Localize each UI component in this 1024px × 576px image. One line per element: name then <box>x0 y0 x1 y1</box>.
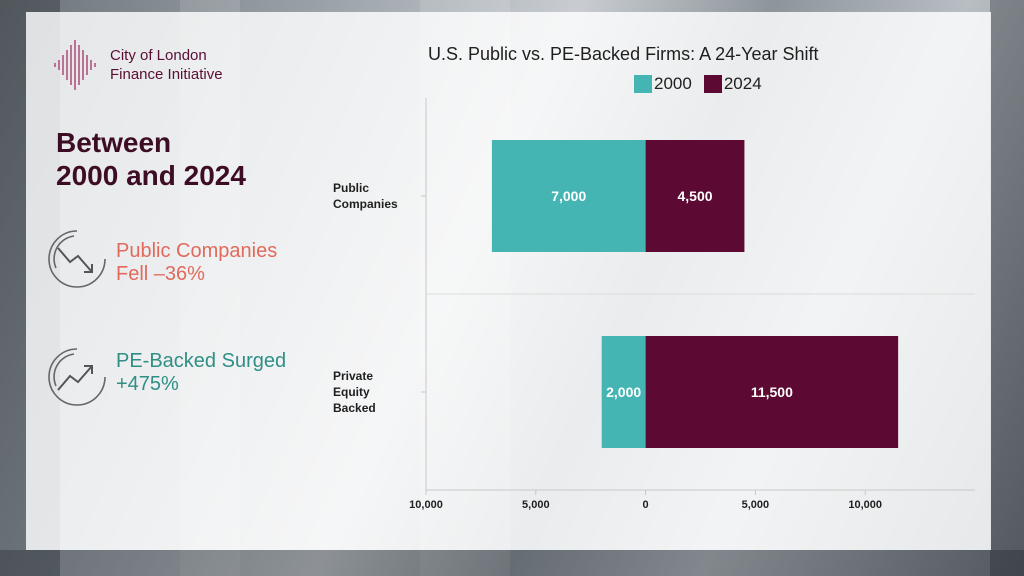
bar-2000 <box>601 336 646 448</box>
stat-pe-line-1: PE-Backed Surged <box>116 350 287 372</box>
chart-legend: 2000 2024 <box>634 74 774 94</box>
stat-pe-line-2: +475% <box>116 373 179 395</box>
x-tick-label: 5,000 <box>522 499 550 511</box>
category-label: Private Equity Backed <box>333 369 376 415</box>
content-panel <box>26 12 991 550</box>
page-heading: Between 2000 and 2024 <box>56 126 246 192</box>
category-label-line: Equity <box>333 385 370 399</box>
stat-public-line-2: Fell –36% <box>116 263 205 285</box>
legend-item-2024: 2024 <box>703 74 762 94</box>
category-label: Public Companies <box>333 181 398 211</box>
bar-2024 <box>645 140 745 252</box>
legend-swatch-2000 <box>634 75 652 93</box>
bar-data-label: 7,000 <box>551 188 586 204</box>
brand-line-1: City of London <box>110 47 207 64</box>
stat-pe-backed: PE-Backed Surged +475% <box>116 350 286 396</box>
x-tick-label: 10,000 <box>848 499 882 511</box>
category-label-line: Companies <box>333 197 398 211</box>
x-tick-label: 0 <box>643 499 649 511</box>
category-label-line: Private <box>333 369 373 383</box>
trend-up-icon <box>48 348 106 406</box>
legend-label-2024: 2024 <box>723 74 762 93</box>
bar-2024 <box>645 336 899 448</box>
x-tick-label: 5,000 <box>742 499 770 511</box>
x-tick-label: 10,000 <box>409 499 443 511</box>
heading-line-2: 2000 and 2024 <box>56 160 246 191</box>
brand-line-2: Finance Initiative <box>110 66 223 83</box>
legend-label-2000: 2000 <box>654 74 692 93</box>
bar-2000 <box>491 140 646 252</box>
legend-swatch-2024 <box>703 75 722 93</box>
heading-line-1: Between <box>56 127 172 158</box>
brand-name: City of London Finance Initiative <box>110 46 223 84</box>
category-label-line: Public <box>333 181 369 195</box>
bar-data-label: 11,500 <box>751 384 793 400</box>
chart-title: U.S. Public vs. PE-Backed Firms: A 24-Ye… <box>428 44 819 64</box>
city-logo-icon <box>54 40 96 90</box>
bar-data-label: 2,000 <box>606 384 641 400</box>
stat-public-line-1: Public Companies <box>116 240 278 262</box>
legend-item-2000: 2000 <box>634 74 692 94</box>
trend-down-icon <box>48 230 106 288</box>
bar-data-label: 4,500 <box>677 188 712 204</box>
stat-public-companies: Public Companies Fell –36% <box>116 240 277 286</box>
category-label-line: Backed <box>333 401 376 415</box>
